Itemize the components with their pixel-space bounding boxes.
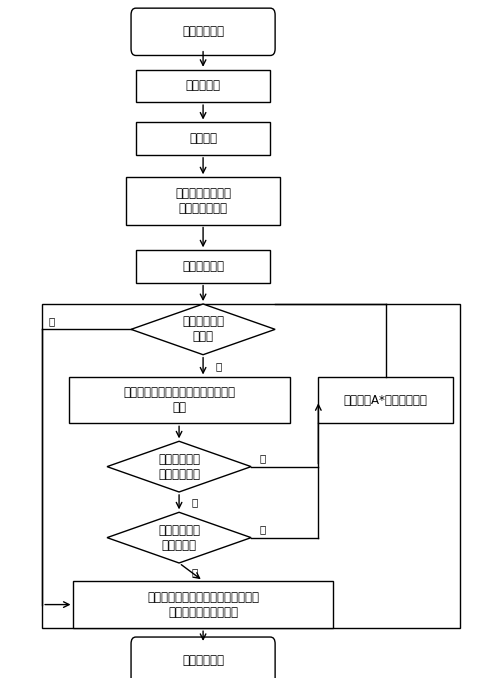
Text: 判断是否到达
目标点: 判断是否到达 目标点 [182,315,224,344]
Bar [318,378,453,423]
Text: 进行内层A*算法路径规划: 进行内层A*算法路径规划 [343,394,427,407]
Bar [136,251,270,282]
Text: 判断路径是否
陷于局部极小: 判断路径是否 陷于局部极小 [158,453,200,481]
FancyBboxPatch shape [131,8,275,56]
Text: 是: 是 [49,316,55,326]
Bar [42,304,460,628]
Bar [126,177,280,225]
Bar [69,378,289,423]
Polygon shape [107,512,251,563]
Text: 膨胀运算: 膨胀运算 [189,132,217,145]
Text: 环境栅格化: 环境栅格化 [185,79,221,92]
Polygon shape [131,304,275,354]
Text: 判断规划路径
是否有震荡: 判断规划路径 是否有震荡 [158,524,200,551]
Text: 是: 是 [260,454,266,464]
Polygon shape [107,441,251,492]
Text: 规划周期开始: 规划周期开始 [182,25,224,38]
Text: 开始外层基于速度的人工势场法路径
规划: 开始外层基于速度的人工势场法路径 规划 [123,386,235,414]
Text: 否: 否 [215,361,221,371]
Text: 否: 否 [191,567,198,577]
Bar [136,70,270,102]
Text: 是: 是 [260,524,266,534]
Bar [73,581,333,628]
Text: 停止所有路径规划，合并所有规划的
路径输出给移动机器人: 停止所有路径规划，合并所有规划的 路径输出给移动机器人 [147,591,259,619]
Bar [136,122,270,155]
Text: 选定当前规划周期
的起点和目标点: 选定当前规划周期 的起点和目标点 [175,187,231,215]
Text: 设定规划参数: 设定规划参数 [182,260,224,273]
Text: 否: 否 [191,497,198,507]
FancyBboxPatch shape [131,637,275,679]
Text: 规划周期结束: 规划周期结束 [182,654,224,667]
